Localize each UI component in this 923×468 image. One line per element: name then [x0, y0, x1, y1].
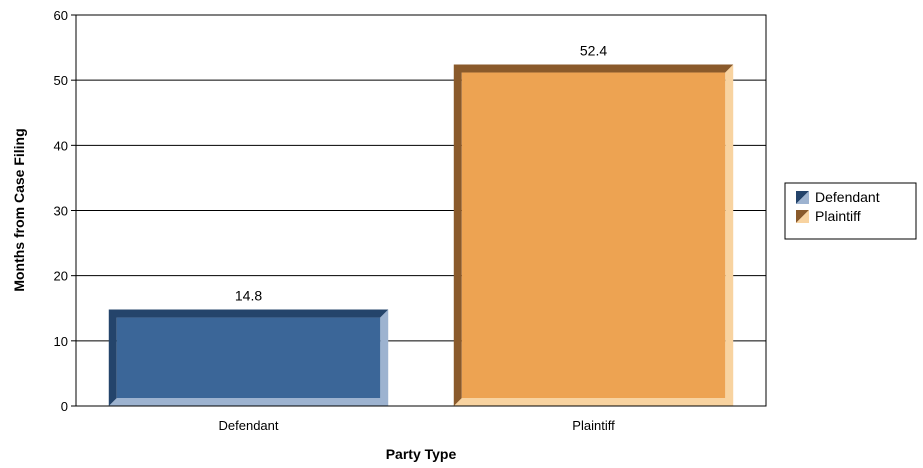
bar-face	[461, 72, 726, 398]
x-axis-title: Party Type	[386, 446, 457, 462]
bars	[108, 64, 734, 406]
x-tick-label: Plaintiff	[572, 418, 615, 433]
bar-plaintiff	[453, 64, 734, 406]
y-axis-title: Months from Case Filing	[11, 128, 27, 291]
data-label: 52.4	[580, 43, 607, 59]
legend: Defendant Plaintiff	[784, 182, 917, 240]
y-axis-ticks: 0 10 20 30 40 50 60	[54, 8, 76, 414]
bar-face	[116, 317, 381, 398]
legend-label: Defendant	[815, 189, 880, 205]
x-tick-label: Defendant	[219, 418, 279, 433]
y-tick-label: 40	[54, 138, 68, 153]
data-labels: 14.8 52.4	[235, 43, 607, 304]
legend-swatch-light	[796, 191, 809, 204]
data-label: 14.8	[235, 288, 262, 304]
y-tick-label: 60	[54, 8, 68, 23]
y-tick-label: 20	[54, 269, 68, 284]
legend-item-plaintiff: Plaintiff	[796, 208, 861, 224]
legend-swatch-light	[796, 210, 809, 223]
bar-defendant	[108, 309, 389, 406]
y-tick-label: 50	[54, 73, 68, 88]
legend-label: Plaintiff	[815, 208, 861, 224]
x-axis-ticks: Defendant Plaintiff	[219, 418, 616, 433]
legend-item-defendant: Defendant	[796, 189, 880, 205]
y-tick-label: 10	[54, 334, 68, 349]
y-tick-label: 30	[54, 204, 68, 219]
y-tick-label: 0	[61, 399, 68, 414]
